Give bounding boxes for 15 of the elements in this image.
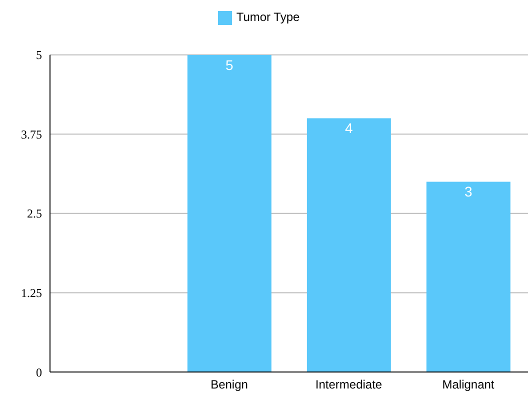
x-tick-label: Malignant bbox=[442, 378, 495, 392]
data-label: 5 bbox=[226, 56, 234, 73]
y-tick-label: 1.25 bbox=[21, 286, 42, 300]
x-tick-label: Intermediate bbox=[315, 378, 382, 392]
legend-label: Tumor Type bbox=[236, 10, 300, 24]
x-tick-label: Benign bbox=[210, 378, 248, 392]
y-tick-label: 2.5 bbox=[27, 206, 42, 221]
data-label: 3 bbox=[464, 184, 473, 200]
bar bbox=[306, 118, 391, 372]
bar bbox=[187, 54, 272, 372]
y-tick-label: 3.75 bbox=[21, 127, 42, 142]
y-tick-label: 5 bbox=[36, 48, 42, 62]
data-label: 4 bbox=[345, 120, 354, 136]
y-tick-label: 0 bbox=[36, 365, 42, 380]
bar bbox=[426, 182, 510, 372]
